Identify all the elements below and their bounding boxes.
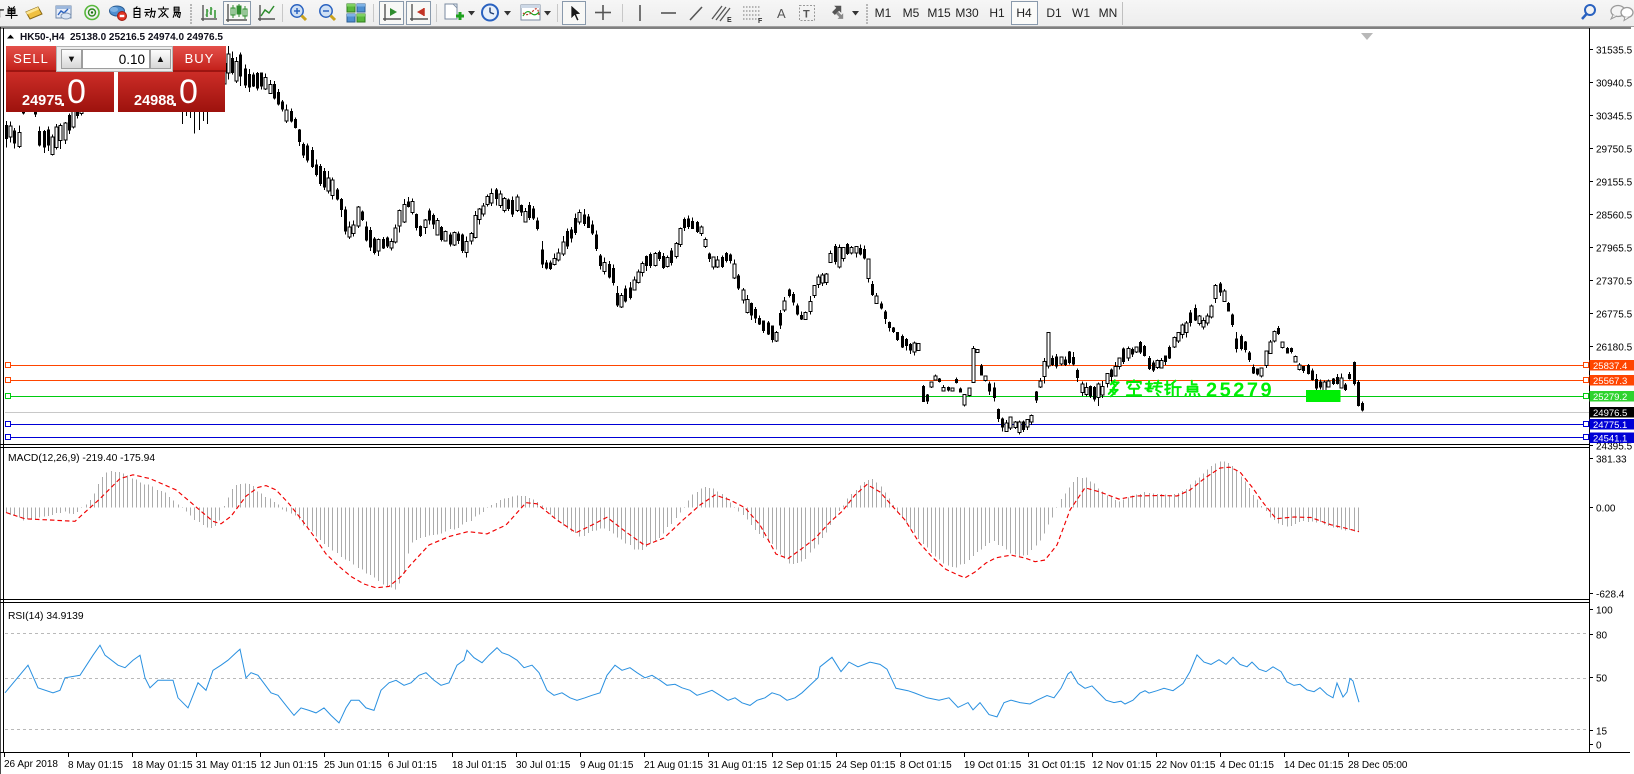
svg-text:100: 100 <box>1596 606 1613 617</box>
svg-text:MN: MN <box>1099 6 1118 20</box>
svg-text:26180.5: 26180.5 <box>1596 343 1633 354</box>
svg-text:22 Nov 01:15: 22 Nov 01:15 <box>1156 760 1216 771</box>
svg-text:28 Dec 05:00: 28 Dec 05:00 <box>1348 760 1408 771</box>
svg-text:30345.5: 30345.5 <box>1596 112 1633 123</box>
svg-text:8 May 01:15: 8 May 01:15 <box>68 760 123 771</box>
svg-text:14 Dec 01:15: 14 Dec 01:15 <box>1284 760 1344 771</box>
svg-text:0.00: 0.00 <box>1596 504 1616 515</box>
svg-text:25279: 25279 <box>1206 380 1274 402</box>
svg-text:18 May 01:15: 18 May 01:15 <box>132 760 193 771</box>
svg-text:19 Oct 01:15: 19 Oct 01:15 <box>964 760 1022 771</box>
svg-text:8 Oct 01:15: 8 Oct 01:15 <box>900 760 952 771</box>
svg-text:31535.5: 31535.5 <box>1596 46 1633 57</box>
svg-text:21 Aug 01:15: 21 Aug 01:15 <box>644 760 703 771</box>
svg-text:80: 80 <box>1596 631 1608 642</box>
svg-text:26 Apr 2018: 26 Apr 2018 <box>4 759 58 770</box>
svg-text:12 Sep 01:15: 12 Sep 01:15 <box>772 760 832 771</box>
svg-text:A: A <box>777 6 786 21</box>
svg-text:12 Nov 01:15: 12 Nov 01:15 <box>1092 760 1152 771</box>
svg-text:24395.5: 24395.5 <box>1596 442 1633 453</box>
svg-text:28560.5: 28560.5 <box>1596 211 1633 222</box>
svg-text:H4: H4 <box>1016 6 1032 20</box>
svg-text:24976.5: 24976.5 <box>1593 408 1627 419</box>
svg-text:T: T <box>803 9 810 21</box>
svg-text:D1: D1 <box>1046 6 1062 20</box>
svg-text:29155.5: 29155.5 <box>1596 178 1633 189</box>
svg-text:30 Jul 01:15: 30 Jul 01:15 <box>516 760 571 771</box>
svg-text:25837.4: 25837.4 <box>1593 361 1627 372</box>
svg-text:H1: H1 <box>989 6 1005 20</box>
svg-text:31 May 01:15: 31 May 01:15 <box>196 760 257 771</box>
svg-text:31 Oct 01:15: 31 Oct 01:15 <box>1028 760 1086 771</box>
svg-text:0: 0 <box>1596 741 1602 752</box>
svg-text:25279.2: 25279.2 <box>1593 392 1627 403</box>
svg-text:18 Jul 01:15: 18 Jul 01:15 <box>452 760 507 771</box>
svg-text:24 Sep 01:15: 24 Sep 01:15 <box>836 760 896 771</box>
svg-text:M1: M1 <box>875 6 892 20</box>
svg-text:50: 50 <box>1596 674 1608 685</box>
svg-text:29750.5: 29750.5 <box>1596 145 1633 156</box>
svg-text:25138.0 25216.5 24974.0 24976.: 25138.0 25216.5 24974.0 24976.5 <box>70 32 223 43</box>
svg-text:30940.5: 30940.5 <box>1596 79 1633 90</box>
svg-text:-628.4: -628.4 <box>1596 590 1625 601</box>
svg-text:12 Jun 01:15: 12 Jun 01:15 <box>260 760 318 771</box>
svg-text:27370.5: 27370.5 <box>1596 277 1633 288</box>
svg-text:6 Jul 01:15: 6 Jul 01:15 <box>388 760 437 771</box>
svg-text:15: 15 <box>1596 727 1608 738</box>
svg-text:M15: M15 <box>927 6 951 20</box>
svg-text:24541.1: 24541.1 <box>1593 434 1627 445</box>
svg-text:27965.5: 27965.5 <box>1596 244 1633 255</box>
svg-text:F: F <box>758 18 763 25</box>
svg-text:25 Jun 01:15: 25 Jun 01:15 <box>324 760 382 771</box>
svg-text:E: E <box>727 17 732 24</box>
svg-text:RSI(14) 34.9139: RSI(14) 34.9139 <box>8 611 84 622</box>
svg-text:24775.1: 24775.1 <box>1593 420 1627 431</box>
svg-text:9 Aug 01:15: 9 Aug 01:15 <box>580 760 634 771</box>
svg-text:31 Aug 01:15: 31 Aug 01:15 <box>708 760 767 771</box>
svg-text:M5: M5 <box>903 6 920 20</box>
svg-text:HK50-,H4: HK50-,H4 <box>20 32 65 43</box>
svg-text:26775.5: 26775.5 <box>1596 310 1633 321</box>
svg-text:M30: M30 <box>955 6 979 20</box>
svg-text:MACD(12,26,9) -219.40 -175.94: MACD(12,26,9) -219.40 -175.94 <box>8 453 155 464</box>
svg-text:W1: W1 <box>1072 6 1090 20</box>
svg-text:381.33: 381.33 <box>1596 455 1627 466</box>
svg-text:25567.3: 25567.3 <box>1593 376 1627 387</box>
svg-text:4 Dec 01:15: 4 Dec 01:15 <box>1220 760 1274 771</box>
